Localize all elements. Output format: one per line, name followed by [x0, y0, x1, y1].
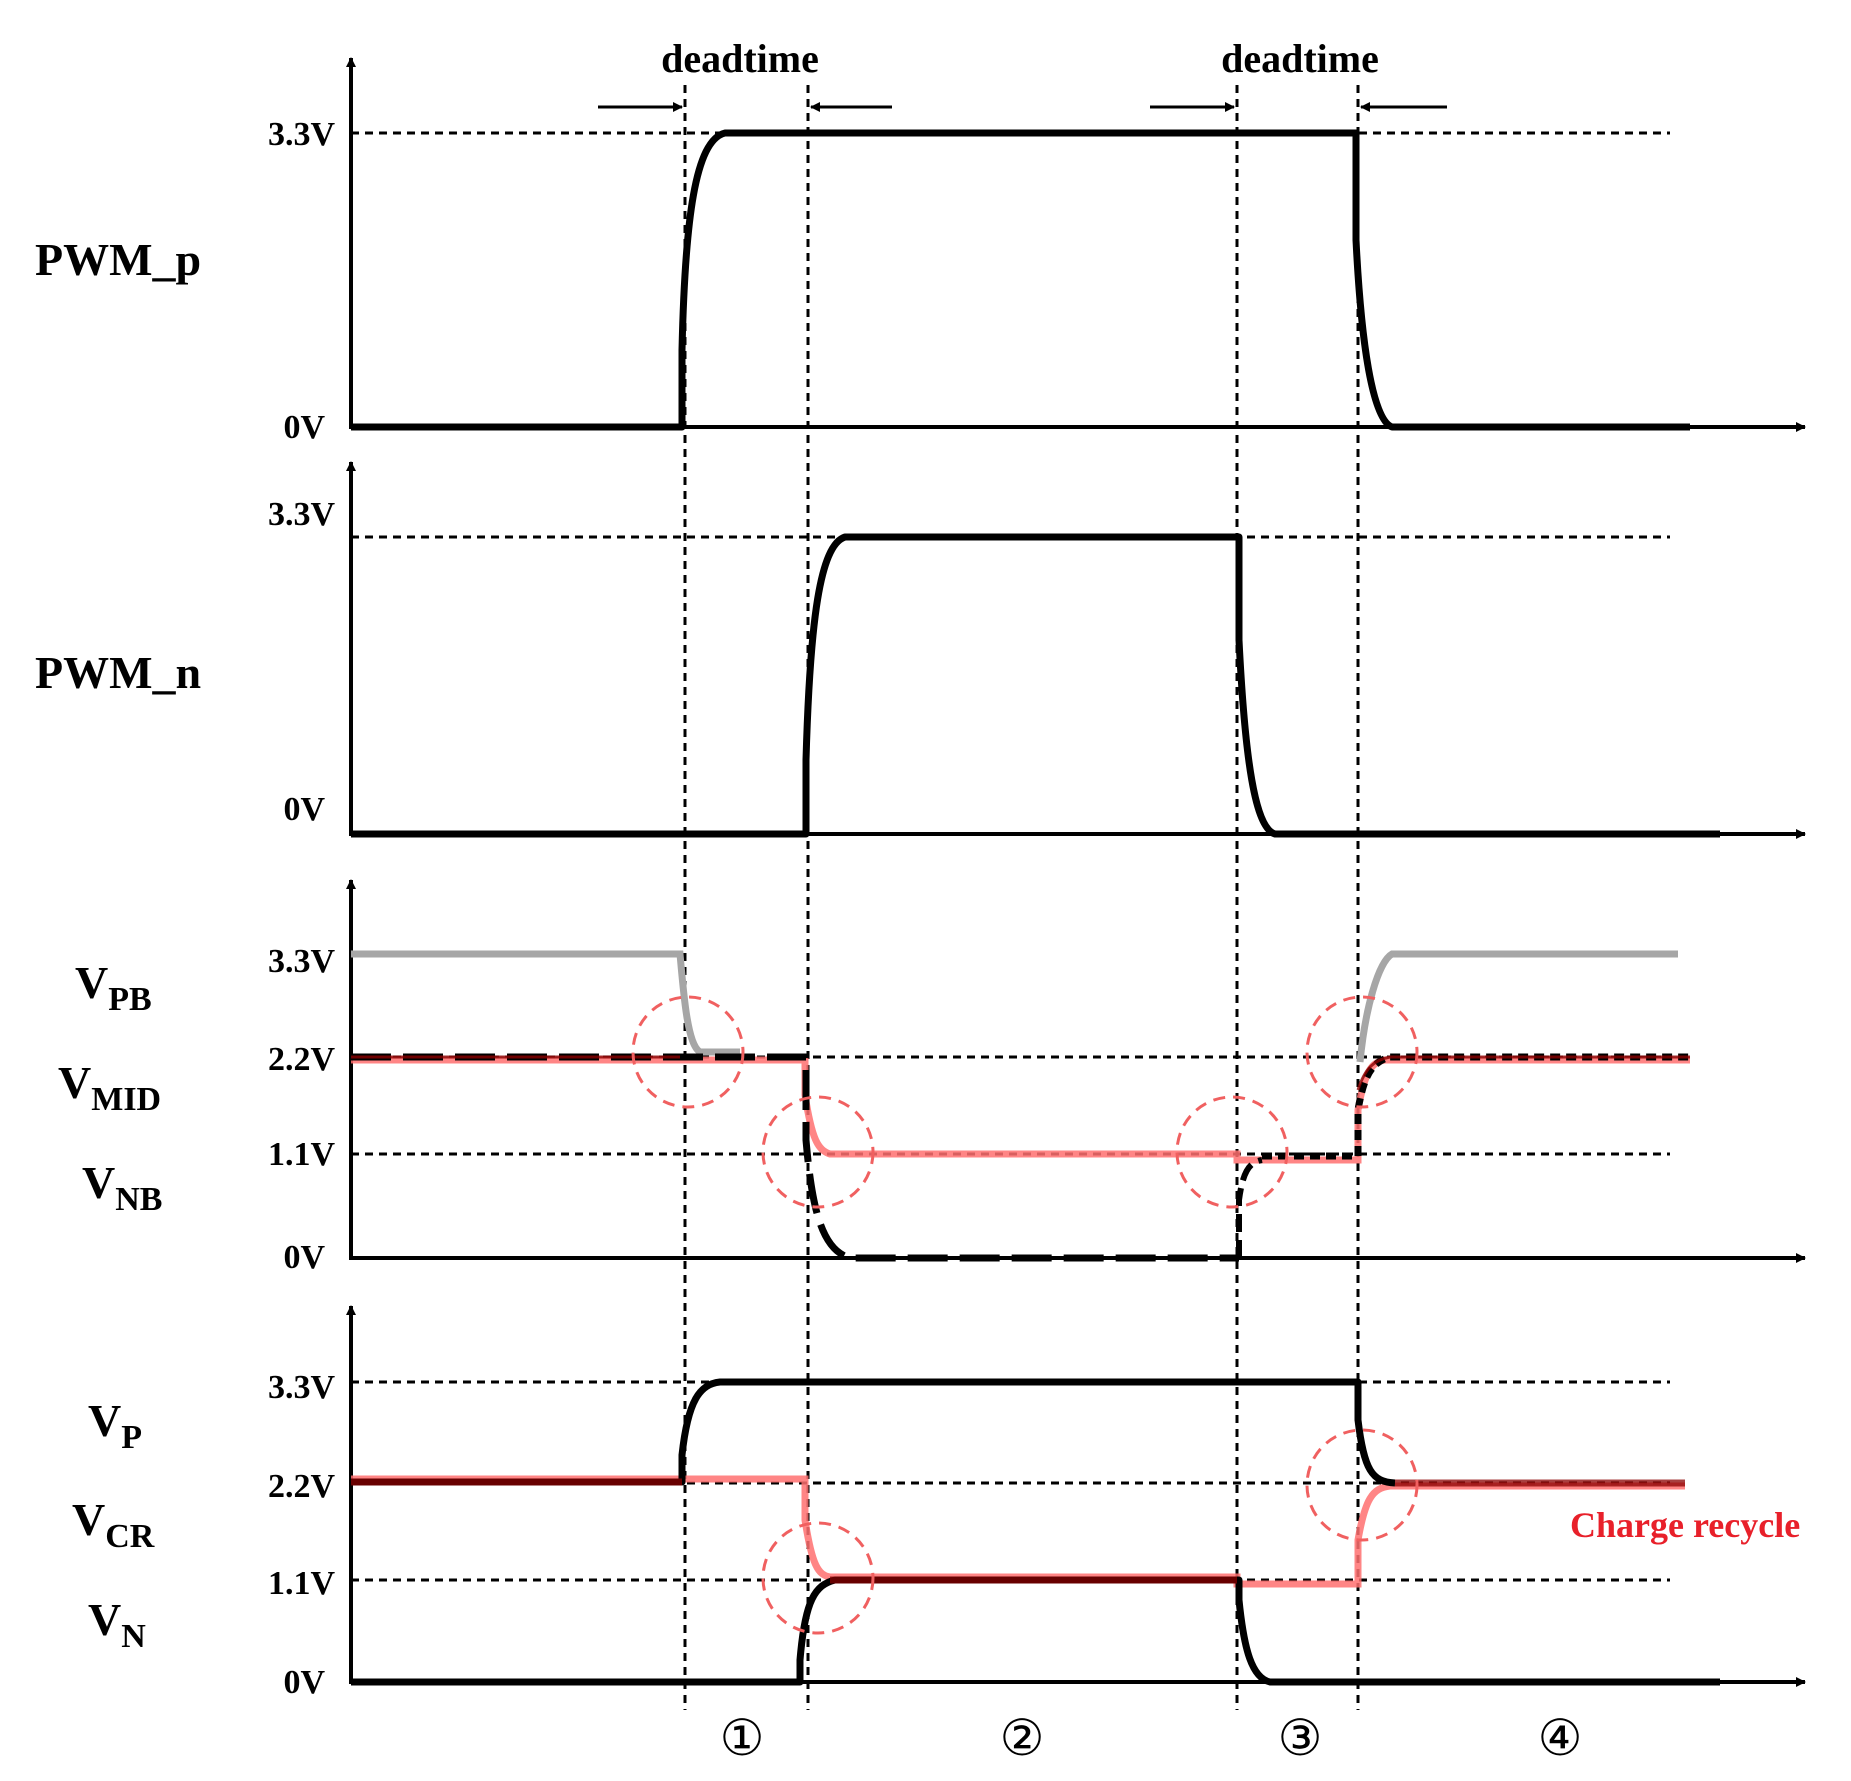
tick-label-3v3: 3.3V — [268, 496, 336, 533]
signal-label-vcr: VCR — [72, 1494, 155, 1555]
trace-vpb-right — [1356, 950, 1678, 1063]
phase-number-1: ① — [720, 1710, 765, 1766]
highlight-circle — [761, 1095, 875, 1209]
phase-number-4: ④ — [1538, 1710, 1583, 1766]
highlight-circles — [761, 1428, 1419, 1635]
highlight-circles — [631, 995, 1419, 1209]
trace-vmid — [351, 1056, 1690, 1164]
signal-label-vnb: VNB — [82, 1157, 162, 1218]
signal-label-pwm-n: PWM_n — [35, 647, 201, 698]
highlight-circle — [631, 995, 745, 1109]
tick-label-2v2: 2.2V — [268, 1041, 336, 1078]
phase-number-3: ③ — [1278, 1710, 1323, 1766]
trace-vmid-overlay — [351, 1055, 1690, 1091]
trace-vnb-dashed — [351, 1053, 1239, 1262]
tick-label-0v: 0V — [283, 791, 325, 828]
tick-label-1v1: 1.1V — [268, 1565, 336, 1602]
deadtime-label-left: deadtime — [661, 36, 819, 81]
trace-vnb-rise — [1236, 1157, 1263, 1258]
panel-pwm-p: 3.3V 0V PWM_p — [35, 57, 1806, 446]
highlight-circle — [1175, 1095, 1289, 1209]
charge-recycle-label: Charge recycle — [1570, 1505, 1800, 1545]
signal-label-pwm-p: PWM_p — [35, 234, 201, 285]
trace-pwm-n — [351, 533, 1720, 838]
trace-vp — [351, 1378, 1396, 1487]
signal-label-vn: VN — [88, 1594, 146, 1655]
tick-label-3v3: 3.3V — [268, 1369, 336, 1406]
deadtime-label-right: deadtime — [1221, 36, 1379, 81]
signal-label-vpb: VPB — [75, 957, 152, 1018]
trace-overlap-darkred — [351, 1478, 1685, 1584]
trace-vpb-left — [351, 950, 740, 1056]
tick-label-0v: 0V — [283, 1239, 325, 1276]
phase-number-2: ② — [1000, 1710, 1045, 1766]
signal-label-vp: VP — [88, 1395, 142, 1456]
panel-rails: 3.3V 2.2V 1.1V 0V VP VCR VN Charge recyc… — [72, 1305, 1806, 1701]
panel-pwm-n: 3.3V 0V PWM_n — [35, 461, 1806, 839]
signal-label-vmid: VMID — [58, 1057, 161, 1118]
trace-vnb-right — [1262, 1053, 1690, 1160]
trace-pwm-p — [351, 129, 1690, 431]
trace-vn — [351, 1576, 1720, 1686]
highlight-circle — [1305, 995, 1419, 1109]
tick-label-0v: 0V — [283, 1664, 325, 1701]
phase-numbers: ① ② ③ ④ — [720, 1710, 1583, 1766]
deadtime-annotations: deadtime deadtime — [598, 36, 1447, 112]
tick-label-3v3: 3.3V — [268, 943, 336, 980]
highlight-circle — [1305, 1428, 1419, 1542]
highlight-circle — [761, 1521, 875, 1635]
tick-label-1v1: 1.1V — [268, 1136, 336, 1173]
tick-label-3v3: 3.3V — [268, 116, 336, 153]
phase-boundaries — [683, 85, 1360, 1710]
tick-label-2v2: 2.2V — [268, 1468, 336, 1505]
trace-vcr — [351, 1475, 1685, 1588]
tick-label-0v: 0V — [283, 409, 325, 446]
panel-bias: 3.3V 2.2V 1.1V 0V VPB VMID VNB — [58, 879, 1806, 1276]
